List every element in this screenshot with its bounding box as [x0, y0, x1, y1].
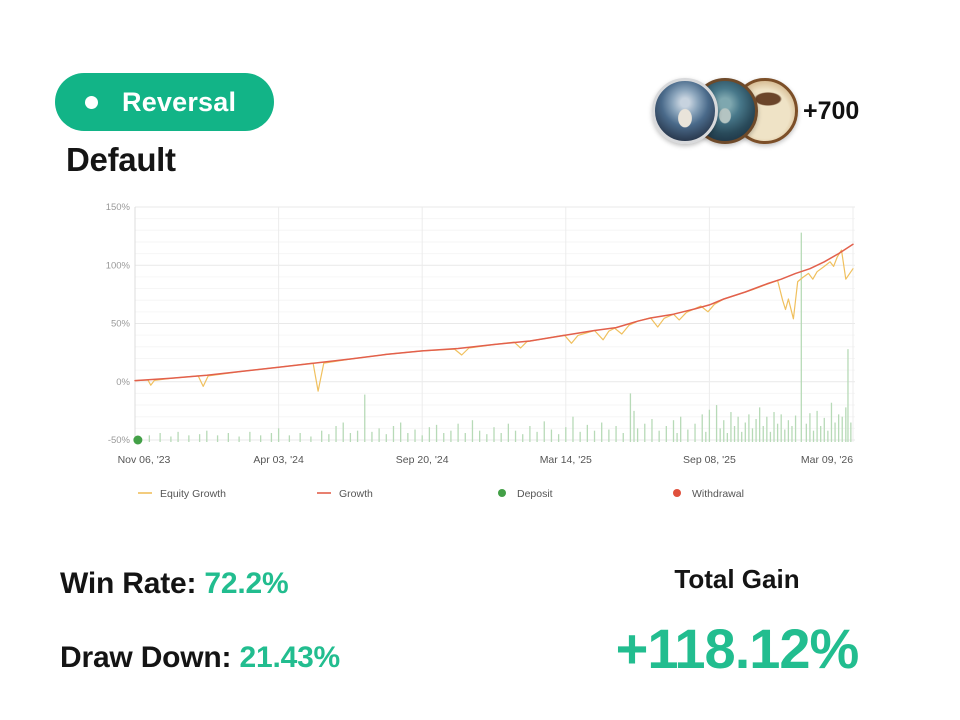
badge-label: Reversal [122, 86, 237, 117]
legend-dot-marker [673, 489, 681, 497]
deposit-marker [133, 435, 143, 445]
win-rate-stat: Win Rate: 72.2% [60, 567, 289, 601]
equity-growth-line [134, 249, 854, 392]
badge-dot-icon [85, 95, 98, 109]
x-tick-label: Sep 20, '24 [396, 454, 449, 466]
legend-item-withdrawal[interactable]: Withdrawal [692, 488, 744, 500]
win-rate-value: 72.2% [204, 567, 289, 600]
x-tick-label: Apr 03, '24 [253, 454, 304, 466]
growth-line [134, 243, 854, 382]
chart-container: 150% 100% 50% 0% -50% Nov 06, '23 Apr 03, '24 S… [100, 190, 880, 520]
legend-dot-marker [498, 489, 506, 497]
legend-item-equity-growth[interactable]: Equity Growth [160, 488, 226, 500]
y-tick-label: -50% [108, 435, 131, 446]
draw-down-stat: Draw Down: 21.43% [60, 641, 340, 675]
y-tick-label: 100% [106, 260, 131, 271]
total-gain-label: Total Gain [674, 564, 800, 594]
follower-count: +700 [803, 97, 860, 125]
x-tick-label: Nov 06, '23 [118, 454, 171, 466]
y-tick-label: 50% [111, 319, 131, 330]
draw-down-value: 21.43% [239, 641, 341, 674]
win-rate-label: Win Rate: [60, 567, 197, 600]
y-tick-label: 0% [116, 377, 130, 388]
y-tick-label: 150% [106, 202, 131, 213]
legend-item-growth[interactable]: Growth [339, 488, 373, 500]
total-gain-value: +118.12% [615, 617, 860, 680]
legend-item-deposit[interactable]: Deposit [517, 488, 553, 500]
avatar-stack[interactable] [652, 78, 798, 144]
strategy-badge[interactable]: Reversal [55, 73, 275, 131]
strategy-title: Default [66, 141, 176, 178]
x-tick-label: Mar 09, '26 [801, 454, 853, 466]
equity-growth-chart[interactable]: 150% 100% 50% 0% -50% Nov 06, '23 Apr 03, '24 S… [100, 190, 880, 520]
avatar-coin-1 [652, 78, 718, 144]
x-tick-label: Mar 14, '25 [540, 454, 592, 466]
x-tick-label: Sep 08, '25 [683, 454, 736, 466]
draw-down-label: Draw Down: [60, 641, 232, 674]
